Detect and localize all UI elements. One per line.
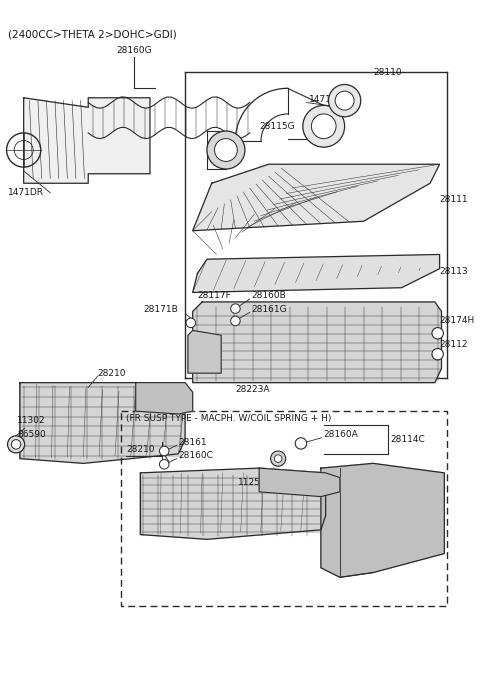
Text: 28210: 28210 — [126, 445, 155, 454]
Text: 28117F: 28117F — [197, 291, 231, 300]
Circle shape — [432, 328, 444, 339]
Text: 28161: 28161 — [179, 438, 207, 447]
Text: 1471DR: 1471DR — [8, 188, 44, 197]
Text: 28115G: 28115G — [259, 122, 295, 131]
Circle shape — [8, 436, 24, 453]
Polygon shape — [20, 383, 185, 463]
Text: 28160A: 28160A — [324, 431, 359, 439]
Circle shape — [335, 91, 354, 110]
Text: 28210: 28210 — [98, 369, 126, 378]
Text: 86590: 86590 — [17, 431, 46, 439]
Text: 28160C: 28160C — [179, 452, 213, 460]
Circle shape — [159, 460, 169, 469]
Circle shape — [271, 451, 286, 466]
Text: 28112: 28112 — [440, 340, 468, 349]
Polygon shape — [24, 97, 150, 183]
Text: 28111: 28111 — [440, 195, 468, 204]
Circle shape — [159, 446, 169, 456]
Text: 28161G: 28161G — [252, 305, 287, 314]
Circle shape — [312, 114, 336, 139]
Polygon shape — [321, 463, 444, 577]
Circle shape — [328, 85, 361, 116]
Circle shape — [432, 349, 444, 360]
Polygon shape — [192, 165, 440, 231]
Text: 28160B: 28160B — [252, 291, 286, 300]
Text: 28223A: 28223A — [235, 385, 270, 394]
Text: 28171B: 28171B — [144, 305, 178, 314]
Polygon shape — [136, 383, 192, 414]
Text: 28113: 28113 — [440, 267, 468, 276]
Text: 28160G: 28160G — [116, 46, 152, 55]
Circle shape — [12, 439, 21, 449]
Circle shape — [303, 106, 345, 147]
Circle shape — [231, 304, 240, 313]
Polygon shape — [192, 255, 440, 292]
Polygon shape — [188, 330, 221, 373]
Text: 28174H: 28174H — [440, 316, 475, 326]
Polygon shape — [141, 468, 325, 540]
Circle shape — [231, 316, 240, 326]
Polygon shape — [192, 302, 442, 383]
Text: 1125AD: 1125AD — [238, 478, 274, 487]
Text: (FR SUSP TYPE - MACPH. W/COIL SPRING + H): (FR SUSP TYPE - MACPH. W/COIL SPRING + H… — [126, 414, 332, 423]
Text: 28114C: 28114C — [390, 435, 425, 444]
Text: 1471DR: 1471DR — [309, 95, 345, 104]
Circle shape — [207, 131, 245, 169]
Circle shape — [186, 318, 195, 328]
Circle shape — [275, 455, 282, 462]
Text: 28110: 28110 — [373, 68, 402, 77]
Text: (2400CC>THETA 2>DOHC>GDI): (2400CC>THETA 2>DOHC>GDI) — [8, 29, 176, 39]
Circle shape — [215, 139, 237, 161]
Text: 11302: 11302 — [17, 416, 46, 425]
Polygon shape — [259, 468, 340, 497]
Circle shape — [295, 438, 307, 449]
